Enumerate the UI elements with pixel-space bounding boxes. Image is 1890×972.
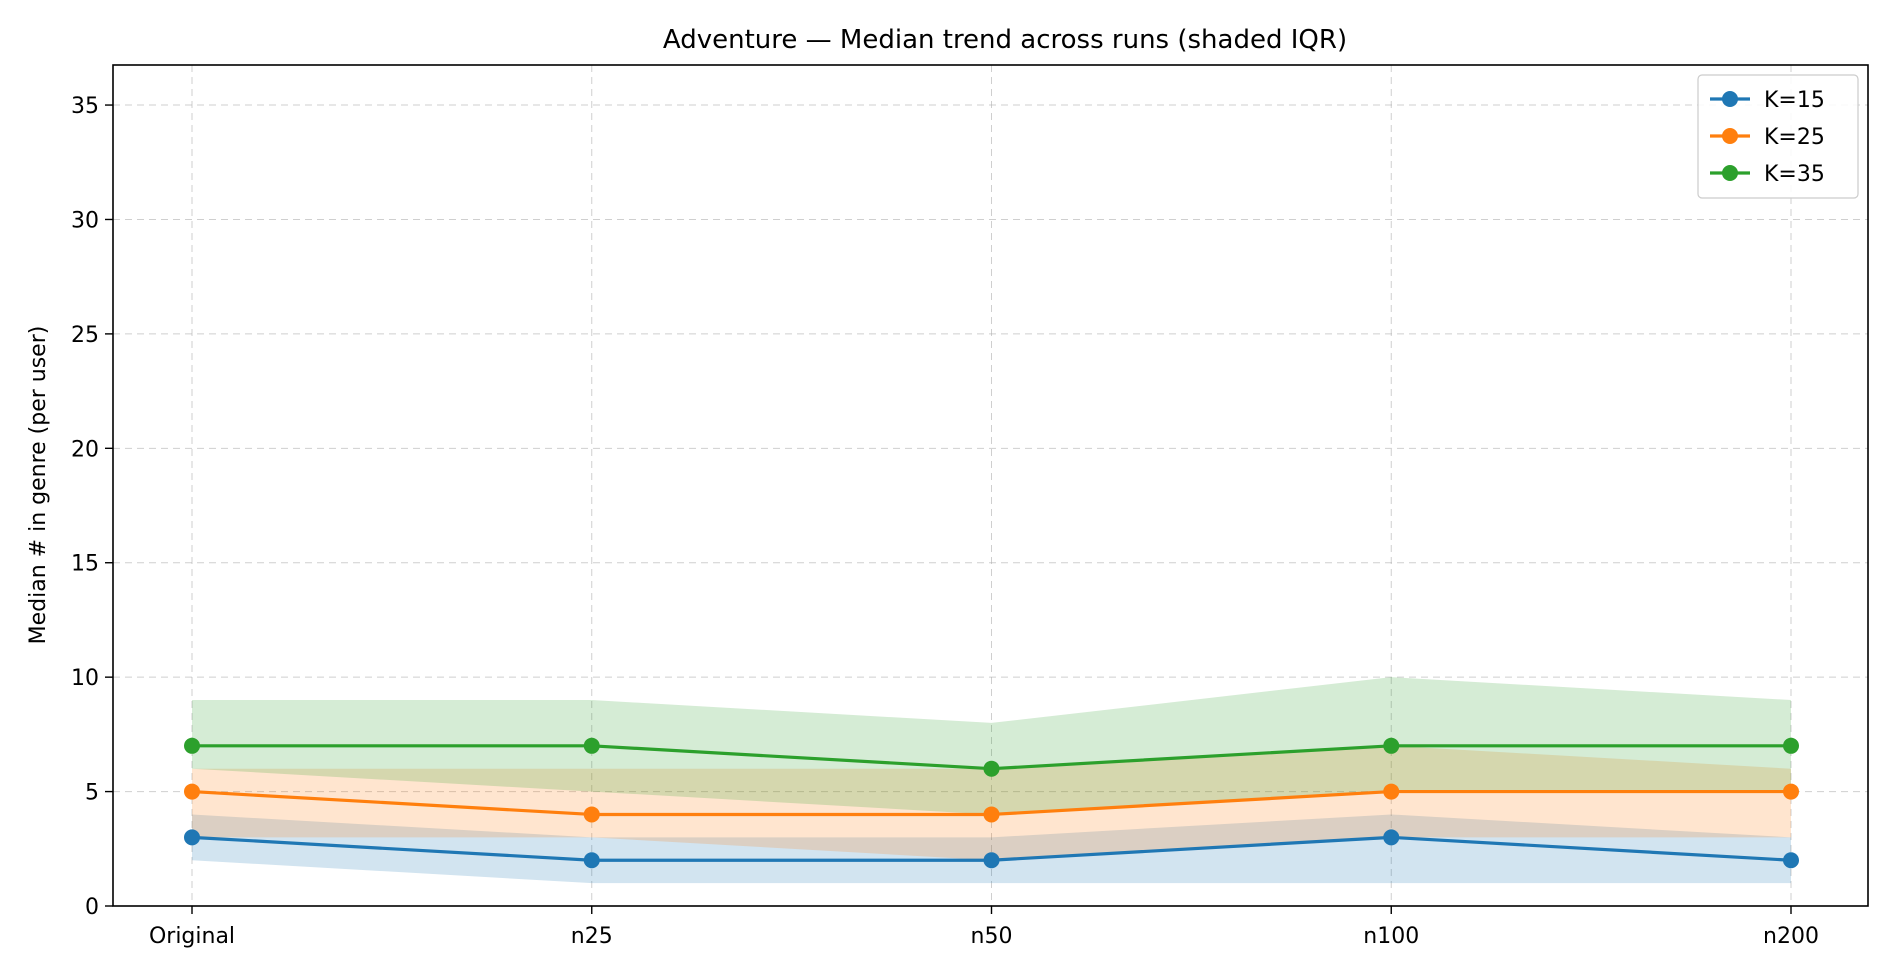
legend-entry-k15: K=15	[1764, 88, 1825, 113]
plot-frame	[112, 64, 1869, 907]
legend-entry-k35: K=35	[1764, 162, 1825, 187]
x-tick-label: n25	[571, 924, 613, 949]
legend-swatch-marker-k15	[1722, 91, 1738, 107]
y-tick-label: 20	[71, 437, 99, 462]
y-tick-label: 10	[71, 666, 99, 691]
data-point-k25	[983, 806, 1000, 823]
y-tick-label: 15	[71, 552, 99, 577]
x-tick-label: n100	[1363, 924, 1419, 949]
y-tick-label: 5	[85, 781, 99, 806]
data-point-k35	[184, 737, 200, 754]
x-tick-label: Original	[149, 924, 235, 949]
data-point-k25	[583, 806, 600, 823]
iqr-band-k35	[192, 677, 1791, 815]
legend-swatch-marker-k35	[1722, 165, 1738, 181]
data-point-k25	[1383, 783, 1400, 800]
y-tick-label: 35	[71, 94, 99, 119]
legend: K=15 K=25 K=35	[1697, 74, 1859, 199]
y-tick-label: 25	[71, 323, 99, 348]
data-point-k15	[1783, 852, 1799, 869]
data-point-k35	[1383, 737, 1400, 754]
grid-lines	[113, 65, 1868, 906]
data-point-k15	[184, 829, 200, 846]
series-lines	[184, 737, 1799, 869]
data-point-k15	[1383, 829, 1400, 846]
axis-ticks: Original n25 n50 n100 n200 0 5 10 15 20 25 30 35	[71, 94, 1819, 949]
data-point-k25	[184, 783, 200, 800]
x-tick-label: n50	[971, 924, 1013, 949]
data-point-k25	[1783, 783, 1799, 800]
legend-swatch-marker-k25	[1722, 128, 1738, 144]
chart-title: Adventure — Median trend across runs (sh…	[663, 25, 1347, 55]
data-point-k15	[983, 852, 1000, 869]
data-point-k35	[583, 737, 600, 754]
y-tick-label: 30	[71, 208, 99, 233]
data-point-k15	[583, 852, 600, 869]
y-axis-label: Median # in genre (per user)	[26, 326, 51, 645]
legend-entry-k25: K=25	[1764, 125, 1825, 150]
y-tick-label: 0	[85, 895, 99, 920]
data-point-k35	[1783, 737, 1799, 754]
x-tick-label: n200	[1763, 924, 1819, 949]
data-point-k35	[983, 760, 1000, 777]
legend-box	[1697, 74, 1859, 199]
